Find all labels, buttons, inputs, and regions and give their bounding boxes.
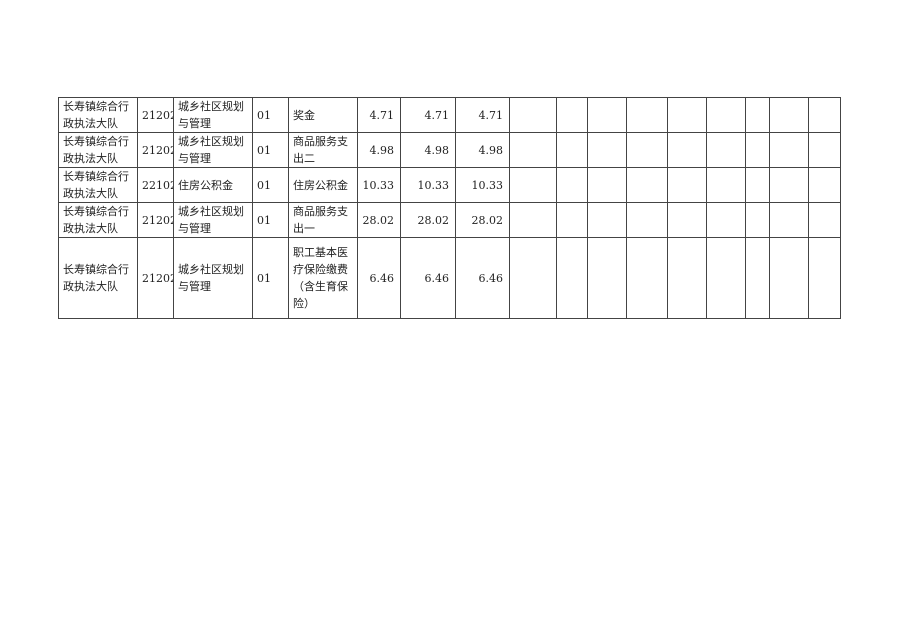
empty-cell xyxy=(808,167,841,203)
empty-cell xyxy=(509,132,557,168)
amount-cell: 4.98 xyxy=(455,132,510,168)
empty-cell xyxy=(808,97,841,133)
amount-cell: 28.02 xyxy=(357,202,401,238)
sub-code-cell: 01 xyxy=(252,202,289,238)
empty-cell xyxy=(769,132,809,168)
empty-cell xyxy=(706,97,746,133)
empty-cell xyxy=(509,167,557,203)
empty-cell xyxy=(509,237,557,319)
table-row: 长寿镇综合行政执法大队2210201住房公积金01住房公积金10.3310.33… xyxy=(58,167,841,203)
unit-cell: 长寿镇综合行政执法大队 xyxy=(58,97,138,133)
table-row: 长寿镇综合行政执法大队2120201城乡社区规划与管理01职工基本医疗保险缴费（… xyxy=(58,237,841,319)
unit-cell: 长寿镇综合行政执法大队 xyxy=(58,132,138,168)
empty-cell xyxy=(556,132,588,168)
empty-cell xyxy=(706,237,746,319)
sub-code-cell: 01 xyxy=(252,97,289,133)
empty-cell xyxy=(556,97,588,133)
sub-code-cell: 01 xyxy=(252,237,289,319)
empty-cell xyxy=(706,202,746,238)
amount-cell: 10.33 xyxy=(357,167,401,203)
code-cell: 2120201 xyxy=(137,202,174,238)
amount-cell: 4.71 xyxy=(357,97,401,133)
code-cell: 2120201 xyxy=(137,97,174,133)
empty-cell xyxy=(808,132,841,168)
empty-cell xyxy=(667,167,707,203)
amount-cell: 6.46 xyxy=(400,237,456,319)
empty-cell xyxy=(706,132,746,168)
empty-cell xyxy=(769,167,809,203)
item-cell: 奖金 xyxy=(288,97,358,133)
amount-cell: 28.02 xyxy=(400,202,456,238)
amount-cell: 4.71 xyxy=(400,97,456,133)
empty-cell xyxy=(769,202,809,238)
amount-cell: 10.33 xyxy=(455,167,510,203)
empty-cell xyxy=(769,97,809,133)
unit-cell: 长寿镇综合行政执法大队 xyxy=(58,237,138,319)
unit-cell: 长寿镇综合行政执法大队 xyxy=(58,202,138,238)
item-cell: 商品服务支出二 xyxy=(288,132,358,168)
empty-cell xyxy=(587,237,627,319)
amount-cell: 4.98 xyxy=(400,132,456,168)
empty-cell xyxy=(509,97,557,133)
item-cell: 住房公积金 xyxy=(288,167,358,203)
amount-cell: 10.33 xyxy=(400,167,456,203)
empty-cell xyxy=(587,167,627,203)
code-cell: 2210201 xyxy=(137,167,174,203)
empty-cell xyxy=(706,167,746,203)
empty-cell xyxy=(626,167,668,203)
empty-cell xyxy=(626,97,668,133)
amount-cell: 6.46 xyxy=(357,237,401,319)
code-cell: 2120201 xyxy=(137,237,174,319)
table-row: 长寿镇综合行政执法大队2120201城乡社区规划与管理01商品服务支出二4.98… xyxy=(58,132,841,168)
amount-cell: 6.46 xyxy=(455,237,510,319)
empty-cell xyxy=(509,202,557,238)
empty-cell xyxy=(667,132,707,168)
empty-cell xyxy=(667,202,707,238)
sub-code-cell: 01 xyxy=(252,167,289,203)
empty-cell xyxy=(626,202,668,238)
table-row: 长寿镇综合行政执法大队2120201城乡社区规划与管理01奖金4.714.714… xyxy=(58,97,841,133)
item-cell: 商品服务支出一 xyxy=(288,202,358,238)
code-cell: 2120201 xyxy=(137,132,174,168)
category-cell: 住房公积金 xyxy=(173,167,253,203)
empty-cell xyxy=(556,167,588,203)
empty-cell xyxy=(808,202,841,238)
empty-cell xyxy=(769,237,809,319)
budget-table: 长寿镇综合行政执法大队2120201城乡社区规划与管理01奖金4.714.714… xyxy=(58,97,841,319)
empty-cell xyxy=(556,237,588,319)
empty-cell xyxy=(808,237,841,319)
empty-cell xyxy=(745,132,770,168)
category-cell: 城乡社区规划与管理 xyxy=(173,97,253,133)
empty-cell xyxy=(587,97,627,133)
empty-cell xyxy=(556,202,588,238)
category-cell: 城乡社区规划与管理 xyxy=(173,132,253,168)
table-row: 长寿镇综合行政执法大队2120201城乡社区规划与管理01商品服务支出一28.0… xyxy=(58,202,841,238)
empty-cell xyxy=(626,132,668,168)
empty-cell xyxy=(745,202,770,238)
empty-cell xyxy=(667,97,707,133)
sub-code-cell: 01 xyxy=(252,132,289,168)
empty-cell xyxy=(626,237,668,319)
category-cell: 城乡社区规划与管理 xyxy=(173,202,253,238)
empty-cell xyxy=(587,202,627,238)
empty-cell xyxy=(745,167,770,203)
category-cell: 城乡社区规划与管理 xyxy=(173,237,253,319)
empty-cell xyxy=(745,97,770,133)
empty-cell xyxy=(745,237,770,319)
amount-cell: 4.71 xyxy=(455,97,510,133)
empty-cell xyxy=(667,237,707,319)
item-cell: 职工基本医疗保险缴费（含生育保险） xyxy=(288,237,358,319)
amount-cell: 28.02 xyxy=(455,202,510,238)
empty-cell xyxy=(587,132,627,168)
unit-cell: 长寿镇综合行政执法大队 xyxy=(58,167,138,203)
amount-cell: 4.98 xyxy=(357,132,401,168)
